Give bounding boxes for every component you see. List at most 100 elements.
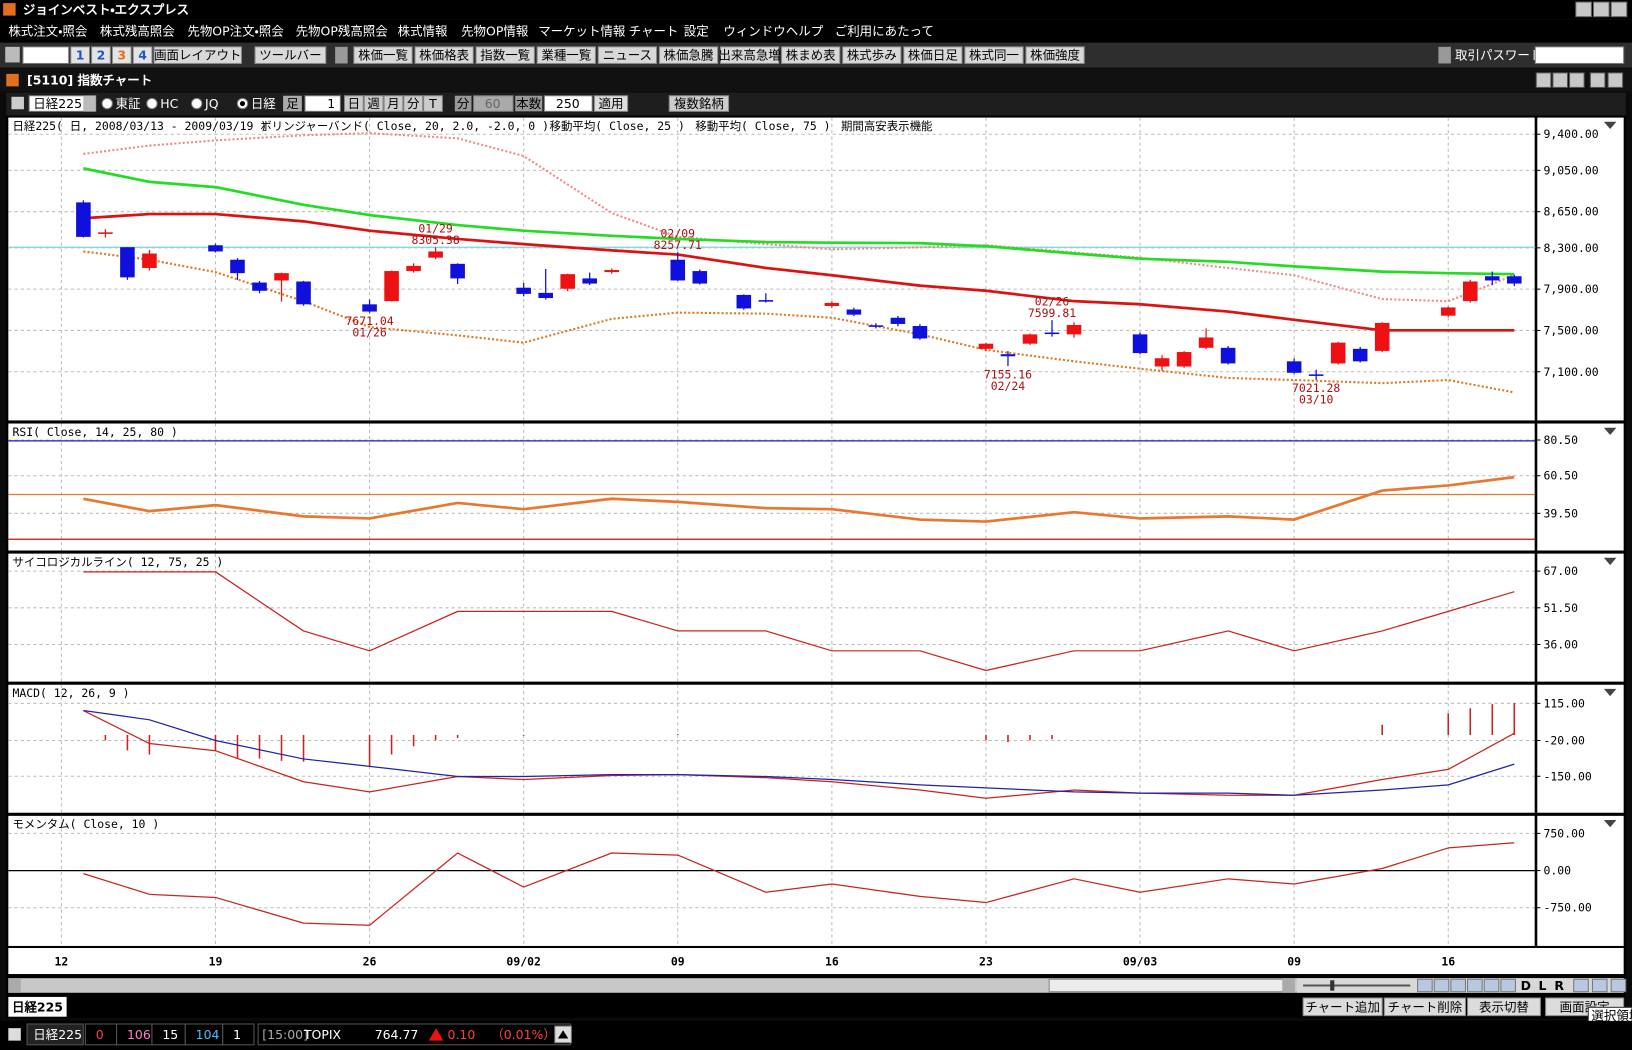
period-button[interactable]: 月: [387, 96, 399, 111]
panel-menu[interactable]: [1603, 820, 1617, 828]
scroll-right[interactable]: [1282, 978, 1295, 993]
scroll-thumb[interactable]: [1048, 978, 1290, 993]
symbol-input[interactable]: [22, 46, 70, 64]
chart-control-button[interactable]: [1500, 978, 1516, 993]
toolbar-button-bg[interactable]: [781, 46, 841, 64]
toolbar-button-bg[interactable]: [658, 46, 719, 64]
tab-bg[interactable]: [8, 996, 67, 1017]
toolbar-scroll[interactable]: [1438, 46, 1451, 64]
nav-button[interactable]: R: [1554, 978, 1564, 993]
chart-window-button[interactable]: [1552, 72, 1568, 88]
toolbar-button-bg[interactable]: [903, 46, 963, 64]
period-button[interactable]: 分: [407, 96, 420, 111]
toolbar-button[interactable]: 指数一覧: [480, 48, 530, 63]
symbol-dropdown[interactable]: [83, 95, 96, 112]
window-button[interactable]: [1592, 1, 1610, 18]
chart-control-button[interactable]: [1610, 978, 1627, 993]
period-button-bg[interactable]: [403, 95, 424, 112]
panel-menu[interactable]: [1603, 427, 1617, 435]
menu-item[interactable]: 先物OP注文・照会: [187, 24, 284, 39]
apply-button[interactable]: 適用: [598, 96, 623, 111]
menu-item[interactable]: ご利用にあたって: [835, 24, 934, 39]
chart-checkbox[interactable]: [11, 96, 24, 110]
period-button-bg[interactable]: [363, 95, 384, 112]
zoom-thumb[interactable]: [1330, 980, 1335, 991]
market-label[interactable]: 日経: [251, 96, 276, 111]
chart-window-button[interactable]: [1589, 72, 1606, 88]
toolbar-button-bg[interactable]: [842, 46, 902, 64]
chart-control-button[interactable]: [1433, 978, 1450, 993]
period-button-bg[interactable]: [343, 95, 364, 112]
nav-button[interactable]: L: [1539, 978, 1547, 993]
bar-size-input[interactable]: [304, 95, 341, 112]
toolbar-menu[interactable]: ツールバー: [259, 48, 321, 63]
toolbar-button-bg[interactable]: [964, 46, 1024, 64]
window-button[interactable]: [1610, 1, 1628, 18]
chart-control-button[interactable]: [1483, 978, 1500, 993]
menu-item[interactable]: 先物OP残高照会: [296, 24, 389, 39]
footer-button[interactable]: 表示切替: [1479, 999, 1529, 1014]
layout-button[interactable]: 4: [138, 48, 147, 63]
chart-window-button[interactable]: [1607, 72, 1624, 88]
footer-button-bg[interactable]: [1383, 997, 1466, 1017]
password-input[interactable]: [1534, 46, 1625, 64]
menu-item[interactable]: 株式情報: [398, 24, 448, 39]
market-label[interactable]: HC: [160, 96, 178, 111]
chart-window-button[interactable]: [1535, 72, 1552, 88]
menu-item[interactable]: チャート: [629, 24, 679, 39]
menu-item[interactable]: ウィンドウ: [723, 24, 785, 39]
period-button-bg[interactable]: [383, 95, 404, 112]
apply-button-bg[interactable]: [593, 95, 629, 112]
toolbar-button[interactable]: 株価格表: [419, 48, 469, 63]
menu-item[interactable]: マーケット情報: [538, 24, 626, 39]
chart-control-button[interactable]: [1467, 978, 1483, 993]
toolbar-button[interactable]: ニュース: [603, 48, 652, 63]
toolbar-button[interactable]: 出来高急増: [718, 48, 780, 63]
period-button[interactable]: 日: [348, 96, 360, 111]
multi-button[interactable]: 複数銘柄: [674, 96, 724, 111]
toolbar-button-bg[interactable]: [475, 46, 535, 64]
menu-item[interactable]: ヘルプ: [786, 24, 824, 39]
chart-control-button[interactable]: [1450, 978, 1466, 993]
footer-button-bg[interactable]: [1467, 997, 1541, 1017]
toolbar-button-bg[interactable]: [1025, 46, 1085, 64]
toolbar-button[interactable]: 株価強度: [1030, 48, 1080, 63]
footer-button-bg[interactable]: [1302, 997, 1383, 1017]
status-checkbox[interactable]: [8, 1028, 21, 1041]
toolbar-button-bg[interactable]: [536, 46, 596, 64]
toolbar-button-bg[interactable]: [414, 46, 474, 64]
layout-button[interactable]: 2: [97, 48, 106, 63]
multi-button-bg[interactable]: [668, 95, 730, 112]
market-label[interactable]: 東証: [116, 96, 141, 111]
chart-control-button[interactable]: [1591, 978, 1608, 993]
window-button[interactable]: [1575, 1, 1592, 18]
menu-item[interactable]: 株式注文・照会: [8, 24, 88, 39]
toolbar-button[interactable]: 株価急騰: [664, 48, 714, 63]
menu-item[interactable]: 株式残高照会: [100, 24, 175, 39]
menu-item[interactable]: 設定: [684, 24, 709, 39]
nav-button[interactable]: D: [1521, 978, 1531, 993]
menu-item[interactable]: 先物OP情報: [461, 24, 529, 39]
panel-menu[interactable]: [1603, 121, 1617, 130]
layout-button-bg[interactable]: [111, 46, 132, 64]
layout-button[interactable]: 1: [76, 48, 85, 63]
toolbar-button[interactable]: 株価一覧: [358, 48, 408, 63]
toolbar-button[interactable]: 業種一覧: [541, 48, 591, 63]
market-label[interactable]: JQ: [204, 96, 219, 111]
market-radio[interactable]: [146, 97, 158, 110]
layout-button-bg[interactable]: [132, 46, 153, 64]
count-input[interactable]: [543, 95, 593, 112]
toolbar-menu-bg[interactable]: [254, 46, 327, 64]
period-button[interactable]: 週: [367, 96, 380, 111]
minutes-input[interactable]: [473, 95, 514, 112]
symbol-select-text[interactable]: 日経225: [33, 96, 82, 111]
panel-menu[interactable]: [1603, 688, 1617, 697]
layout-menu-bg[interactable]: [153, 46, 242, 64]
tab[interactable]: 日経225: [12, 999, 63, 1014]
chart-window-button[interactable]: [1569, 72, 1585, 88]
layout-button-bg[interactable]: [91, 46, 111, 64]
period-button[interactable]: T: [428, 96, 437, 111]
toolbar-button[interactable]: 株まめ表: [786, 48, 836, 63]
toolbar-button[interactable]: 株式同一: [969, 48, 1019, 63]
scroll-left[interactable]: [8, 978, 21, 993]
